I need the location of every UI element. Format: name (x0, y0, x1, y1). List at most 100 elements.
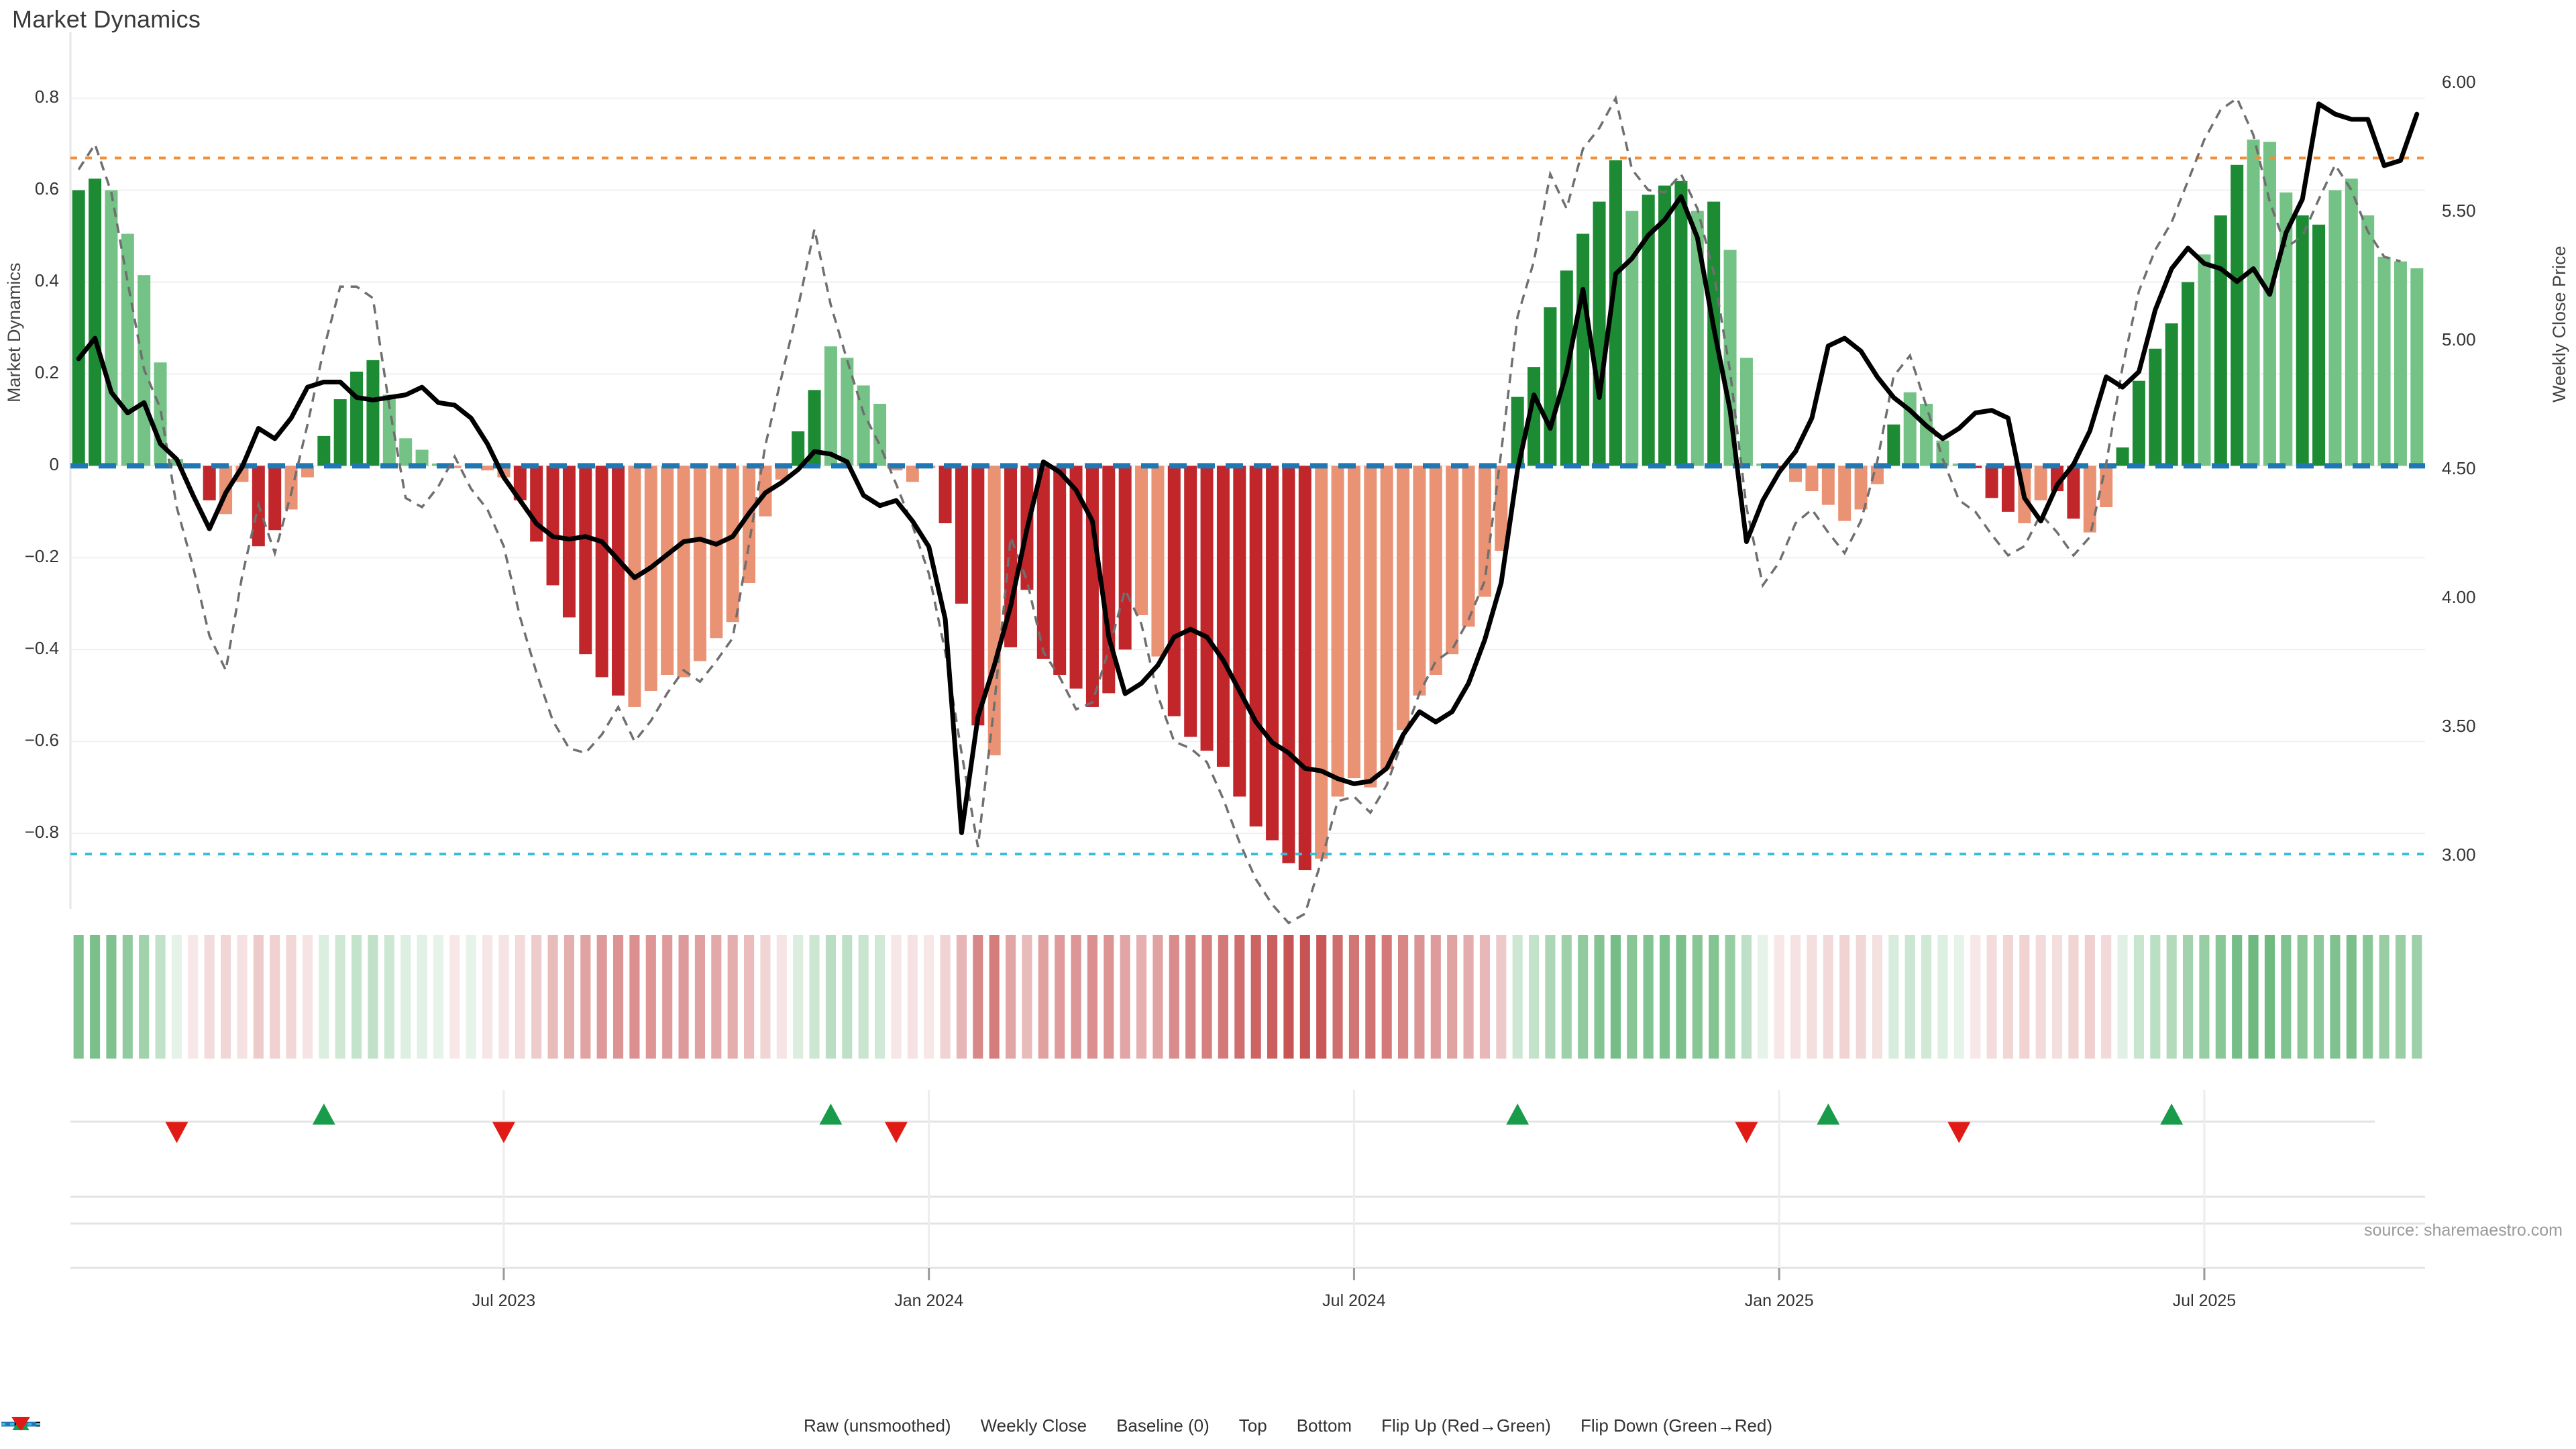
market-dynamics-bar (710, 466, 723, 639)
heatmap-cell (1006, 935, 1016, 1059)
heatmap-cell (694, 935, 705, 1059)
heatmap-cell (2101, 935, 2112, 1059)
heatmap-cell (1725, 935, 1735, 1059)
heatmap-cell (662, 935, 673, 1059)
heatmap-cell (744, 935, 755, 1059)
market-dynamics-bar (382, 394, 396, 466)
flip-up-marker (2160, 1104, 2184, 1125)
heatmap-cell (1414, 935, 1425, 1059)
y-axis-left-tick: −0.4 (24, 638, 59, 659)
market-dynamics-bar (2198, 254, 2211, 466)
market-dynamics-bar (1544, 307, 1557, 466)
heatmap-cell (417, 935, 427, 1059)
y-axis-left-tick: 0.6 (34, 178, 59, 199)
heatmap-cell (1578, 935, 1589, 1059)
market-dynamics-bar (743, 466, 756, 584)
market-dynamics-bar (1298, 466, 1311, 871)
heatmap-cell (1676, 935, 1686, 1059)
market-dynamics-bar (579, 466, 592, 655)
heatmap-cell (433, 935, 443, 1059)
market-dynamics-bar (1723, 250, 1737, 466)
heatmap-cell (1937, 935, 1948, 1059)
heatmap-cell (2264, 935, 2275, 1059)
market-dynamics-bar (1789, 466, 1803, 482)
heatmap-cell (1381, 935, 1392, 1059)
heatmap-cell (2035, 935, 2046, 1059)
heatmap-cell (547, 935, 558, 1059)
market-dynamics-bar (1053, 466, 1067, 675)
market-dynamics-bar (1478, 466, 1491, 597)
heatmap-cell (1790, 935, 1801, 1059)
heatmap-cell (564, 935, 574, 1059)
x-axis-tick: Jan 2025 (1744, 1291, 1814, 1310)
legend-item-flip-down: Flip Down (Green→Red) (11, 1415, 1772, 1436)
heatmap-cell (1299, 935, 1310, 1059)
heatmap-cell (907, 935, 918, 1059)
y-axis-right-tick: 4.00 (2442, 586, 2476, 607)
heatmap-cell (2002, 935, 2013, 1059)
market-dynamics-bar (2100, 466, 2113, 508)
heatmap-cell (891, 935, 902, 1059)
heatmap-cell (596, 935, 607, 1059)
market-dynamics-bar (824, 346, 837, 466)
market-dynamics-bar (595, 466, 608, 678)
x-axis-tick: Jul 2025 (2172, 1291, 2237, 1310)
heatmap-cell (286, 935, 297, 1059)
market-dynamics-bar (841, 358, 854, 466)
market-dynamics-bar (399, 438, 413, 466)
market-dynamics-bar (333, 399, 347, 466)
x-axis-tick: Jan 2024 (894, 1291, 964, 1310)
heatmap-cell (580, 935, 591, 1059)
heatmap-cell (1104, 935, 1114, 1059)
heatmap-cell (1479, 935, 1490, 1059)
y-axis-right-tick: 6.00 (2442, 72, 2476, 93)
market-dynamics-bar (955, 466, 968, 604)
flip-up-marker (1506, 1104, 1529, 1125)
heatmap-cell (1201, 935, 1212, 1059)
heatmap-cell (1758, 935, 1768, 1059)
heatmap-cell (2019, 935, 2030, 1059)
heatmap-cell (1970, 935, 1981, 1059)
market-dynamics-bar (1821, 466, 1835, 505)
market-dynamics-bar (2149, 348, 2162, 466)
market-dynamics-bar (415, 449, 429, 466)
market-dynamics-bar (677, 466, 690, 678)
heatmap-cell (825, 935, 836, 1059)
market-dynamics-bar (366, 360, 380, 466)
market-dynamics-bar (2410, 268, 2424, 466)
heatmap-cell (319, 935, 329, 1059)
market-dynamics-bar (301, 466, 314, 478)
heatmap-cell (1872, 935, 1882, 1059)
heatmap-cell (1953, 935, 1964, 1059)
market-dynamics-bar (1315, 466, 1328, 859)
heatmap-cell (727, 935, 738, 1059)
flip-up-marker (312, 1104, 335, 1125)
heatmap-cell (1316, 935, 1327, 1059)
market-dynamics-bar (562, 466, 576, 618)
market-dynamics-bar (1085, 466, 1099, 707)
heatmap-cell (90, 935, 101, 1059)
y-axis-left-tick: 0.2 (34, 362, 59, 383)
market-dynamics-bar (1216, 466, 1230, 767)
heatmap-cell (2133, 935, 2144, 1059)
market-dynamics-bar (1658, 185, 1672, 466)
market-dynamics-bar (1870, 466, 1884, 484)
market-dynamics-bar (1151, 466, 1165, 657)
heatmap-cell (253, 935, 264, 1059)
heatmap-cell (2395, 935, 2406, 1059)
heatmap-cell (1398, 935, 1409, 1059)
heatmap-cell (711, 935, 722, 1059)
market-dynamics-bar (2067, 466, 2080, 519)
heatmap-cell (155, 935, 166, 1059)
market-dynamics-bar (726, 466, 739, 623)
heatmap-cell (1643, 935, 1654, 1059)
heatmap-cell (1136, 935, 1147, 1059)
market-dynamics-bar (2182, 282, 2195, 466)
heatmap-cell (1823, 935, 1833, 1059)
heatmap-cell (2248, 935, 2259, 1059)
market-dynamics-bar (1413, 466, 1426, 696)
market-dynamics-bar (2377, 256, 2391, 466)
heatmap-cell (1660, 935, 1670, 1059)
market-dynamics-bar (1135, 466, 1148, 615)
